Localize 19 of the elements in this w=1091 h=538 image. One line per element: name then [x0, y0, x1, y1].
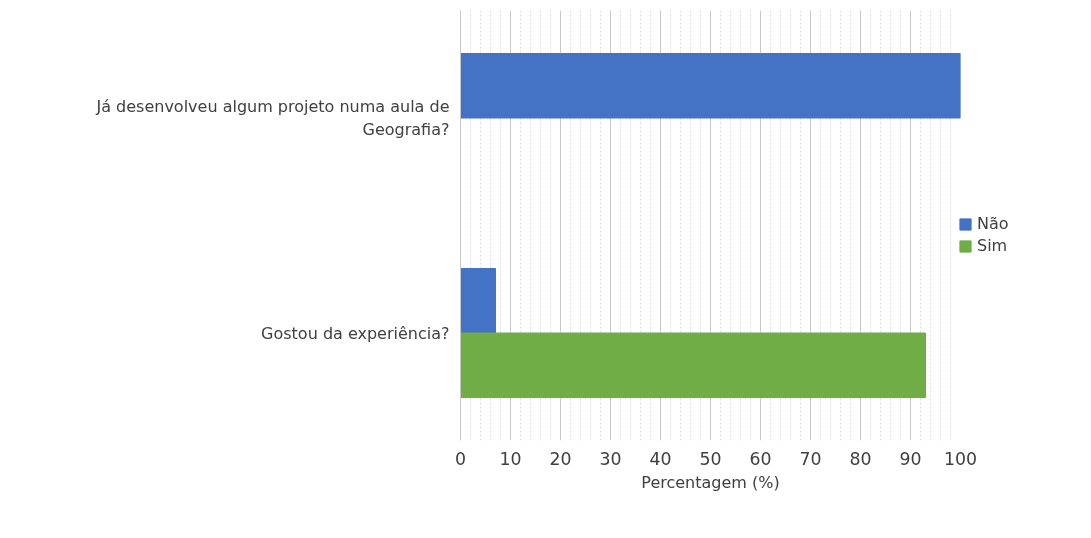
x-tick-label: 30 [599, 448, 622, 469]
x-tick-label: 20 [549, 448, 572, 469]
y-tick-label: Gostou da experiência? [261, 323, 450, 343]
bar [460, 53, 961, 119]
x-tick-label: 80 [849, 448, 872, 469]
x-tick-label: 50 [699, 448, 722, 469]
legend-label: Sim [977, 236, 1008, 255]
x-axis-title: Percentagem (%) [641, 472, 780, 492]
y-tick-label: Já desenvolveu algum projeto numa aula de Geografia? [95, 97, 450, 139]
bar [460, 268, 496, 334]
x-tick-label: 0 [454, 448, 467, 469]
x-tick-label: 70 [799, 448, 822, 469]
x-tick-label: 60 [749, 448, 772, 469]
x-tick-label: 10 [499, 448, 522, 469]
x-tick-label: 100 [943, 448, 978, 469]
legend-label: Não [977, 214, 1009, 233]
x-tick-label: 40 [649, 448, 672, 469]
bar [460, 332, 926, 398]
x-tick-label: 90 [899, 448, 922, 469]
